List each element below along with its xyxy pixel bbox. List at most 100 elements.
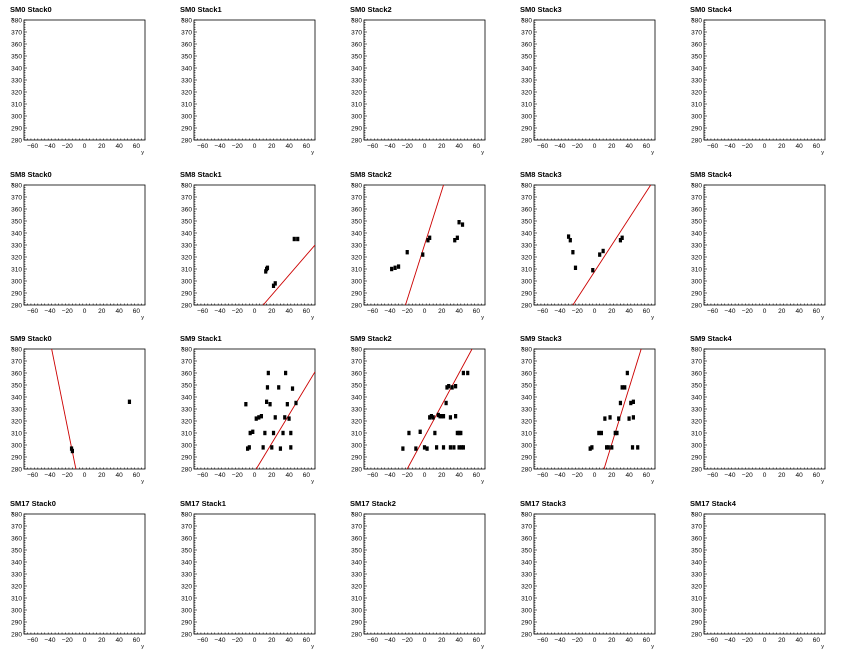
y-axis-label: x — [691, 511, 694, 517]
x-tick-label: −60 — [537, 308, 548, 315]
y-tick-label: 370 — [11, 523, 22, 530]
stack-panel: SM9 Stack4 280 290 300 310 320 330 340 350 360 370… — [680, 329, 850, 493]
x-tick-label: 0 — [763, 637, 767, 644]
panel-plot: 280 290 300 310 320 330 340 350 360 370 380 −60 −40−… — [521, 511, 656, 650]
y-tick-label: 370 — [351, 194, 362, 201]
stack-panel: SM9 Stack2 280 290 300 310 320 330 340 350 360 370… — [340, 329, 510, 493]
panel-title: SM0 Stack4 — [690, 5, 732, 14]
y-tick-label: 350 — [521, 382, 532, 389]
y-tick-label: 340 — [351, 65, 362, 72]
y-tick-label: 290 — [521, 619, 532, 626]
hit-point — [421, 252, 425, 257]
hit-point — [445, 385, 449, 390]
y-tick-label: 370 — [11, 358, 22, 365]
x-tick-label: 40 — [285, 637, 293, 644]
x-tick-label: −20 — [572, 143, 583, 150]
hit-point — [251, 429, 255, 434]
hit-point — [428, 415, 432, 420]
y-tick-label: 340 — [691, 230, 702, 237]
y-tick-label: 280 — [181, 302, 192, 309]
y-axis-label: x — [181, 182, 184, 188]
x-tick-label: −60 — [707, 143, 718, 150]
y-tick-label: 280 — [521, 631, 532, 638]
y-tick-label: 350 — [351, 382, 362, 389]
x-tick-label: 0 — [253, 308, 257, 315]
y-tick-label: 310 — [521, 266, 532, 273]
x-tick-label: 0 — [83, 637, 87, 644]
hit-point — [591, 268, 595, 273]
hit-point — [289, 445, 293, 450]
y-tick-label: 280 — [691, 302, 702, 309]
hit-point — [460, 222, 465, 227]
y-tick-label: 340 — [691, 394, 702, 401]
y-tick-label: 380 — [11, 511, 22, 518]
y-tick-label: 360 — [691, 370, 702, 377]
y-tick-label: 370 — [521, 523, 532, 530]
hit-point — [287, 416, 291, 421]
panel-title: SM0 Stack0 — [10, 5, 52, 14]
y-tick-label: 360 — [521, 535, 532, 542]
y-tick-label: 320 — [181, 418, 192, 425]
y-tick-label: 380 — [181, 17, 192, 24]
x-tick-label: 20 — [778, 637, 786, 644]
hit-point — [625, 370, 629, 376]
hit-point — [433, 430, 437, 436]
hit-point — [636, 445, 640, 450]
x-tick-label: −20 — [402, 472, 413, 479]
plot-frame — [23, 513, 146, 635]
x-tick-label: 20 — [778, 472, 786, 479]
plot-frame — [533, 513, 656, 635]
x-tick-label: 0 — [253, 472, 257, 479]
plot-frame — [533, 19, 656, 141]
x-tick-label: 20 — [98, 637, 106, 644]
hit-point — [453, 238, 457, 243]
hit-point — [277, 385, 281, 390]
y-axis-label: x — [181, 511, 184, 517]
hit-point — [597, 430, 601, 436]
plot-frame — [193, 348, 316, 470]
x-tick-label: −60 — [197, 637, 208, 644]
y-tick-label: 280 — [691, 137, 702, 144]
x-tick-label: −60 — [27, 143, 38, 150]
y-tick-label: 350 — [181, 547, 192, 554]
plot-frame — [363, 19, 486, 141]
y-tick-label: 360 — [521, 41, 532, 48]
x-tick-label: 20 — [98, 308, 106, 315]
hit-point — [617, 416, 621, 421]
hit-point — [265, 385, 270, 390]
x-tick-label: 20 — [268, 472, 276, 479]
plot-frame — [703, 348, 826, 470]
y-tick-label: 360 — [181, 206, 192, 213]
y-tick-label: 320 — [11, 418, 22, 425]
hit-point — [454, 384, 458, 389]
hit-point — [608, 415, 612, 420]
x-tick-label: 0 — [593, 143, 597, 150]
panel-plot: 280 290 300 310 320 330 340 350 360 370 380 −60 −40−… — [181, 17, 316, 156]
panel-plot: 280 290 300 310 320 330 340 350 360 370 380 −60 −40−… — [351, 346, 486, 485]
panel-plot: 280 290 300 310 320 330 340 350 360 370 380 −60 −40−… — [521, 17, 656, 156]
y-tick-label: 320 — [521, 254, 532, 261]
hit-point — [247, 445, 251, 450]
plot-data — [51, 349, 132, 469]
x-tick-label: 60 — [813, 143, 821, 150]
y-tick-label: 320 — [521, 418, 532, 425]
y-tick-label: 330 — [11, 406, 22, 413]
panel-title: SM8 Stack1 — [180, 170, 222, 179]
y-tick-label: 330 — [11, 242, 22, 249]
x-axis-label: y — [311, 315, 314, 321]
y-tick-label: 360 — [11, 41, 22, 48]
y-tick-label: 380 — [351, 511, 362, 518]
hit-point — [390, 266, 394, 272]
y-tick-label: 280 — [11, 466, 22, 473]
y-tick-label: 360 — [521, 370, 532, 377]
x-tick-label: 60 — [133, 637, 141, 644]
y-tick-label: 380 — [11, 346, 22, 353]
x-axis-label: y — [141, 479, 144, 485]
hit-point — [590, 445, 594, 450]
hit-point — [620, 385, 624, 390]
y-tick-label: 370 — [181, 194, 192, 201]
x-tick-label: 20 — [778, 308, 786, 315]
y-axis-label: x — [11, 182, 14, 188]
x-axis-label: y — [311, 479, 314, 485]
y-tick-label: 290 — [691, 619, 702, 626]
